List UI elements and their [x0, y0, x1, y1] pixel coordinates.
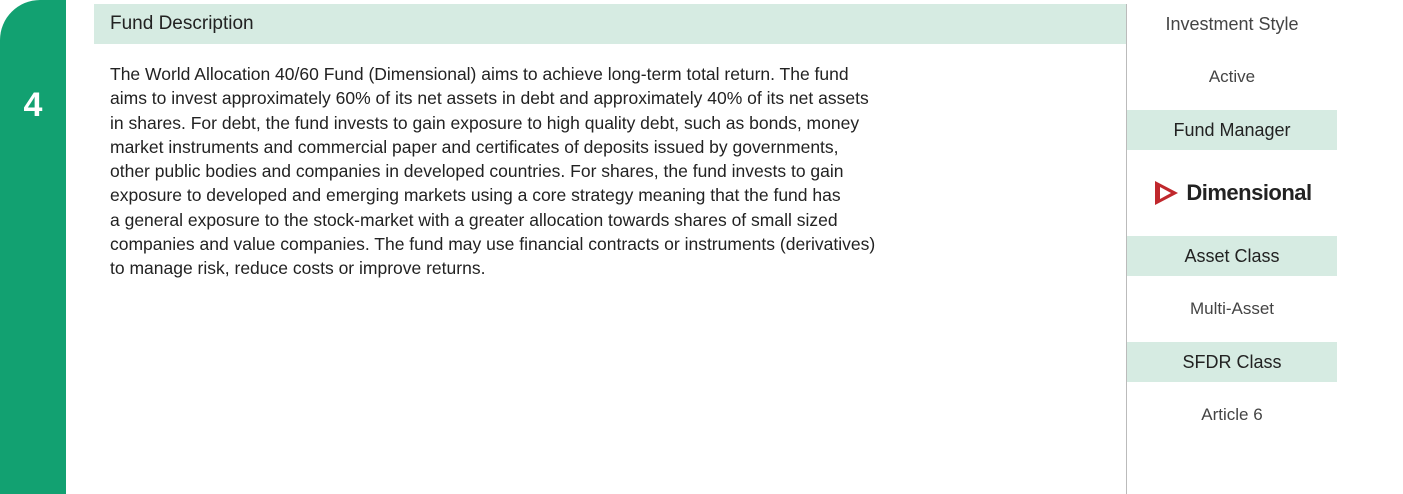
value: Article 6 — [1201, 405, 1263, 424]
logo-text: Dimensional — [1186, 180, 1312, 205]
value: Active — [1208, 67, 1256, 86]
sidebar: Investment Style Active Fund Manager Dim… — [1126, 4, 1337, 494]
value: Multi-Asset — [1189, 299, 1275, 318]
text-line: a general exposure to the stock-market w… — [110, 209, 838, 230]
label: Fund Manager — [1127, 110, 1337, 150]
label: SFDR Class — [1127, 342, 1337, 382]
text-line: companies and value companies. The fund … — [110, 234, 876, 255]
text-line: aims to invest approximately 60% of its … — [110, 88, 869, 109]
text-line: exposure to developed and emerging marke… — [110, 185, 841, 206]
text-line: market instruments and commercial paper … — [110, 136, 839, 157]
text-line: other public bodies and companies in dev… — [110, 161, 844, 182]
manager-logo: Dimensional — [1127, 150, 1337, 236]
label: Investment Style — [1127, 4, 1337, 44]
label: Asset Class — [1127, 236, 1337, 276]
description-title: Fund Description — [94, 4, 1126, 44]
text-line: in shares. For debt, the fund invests to… — [110, 112, 860, 133]
section-badge: 4 — [0, 0, 66, 494]
description-text: The World Allocation 40/60 Fund (Dimensi… — [110, 62, 1120, 281]
text-line: to manage risk, reduce costs or improve … — [110, 258, 486, 279]
text-line: The World Allocation 40/60 Fund (Dimensi… — [110, 64, 849, 84]
logo-icon — [1155, 181, 1179, 205]
